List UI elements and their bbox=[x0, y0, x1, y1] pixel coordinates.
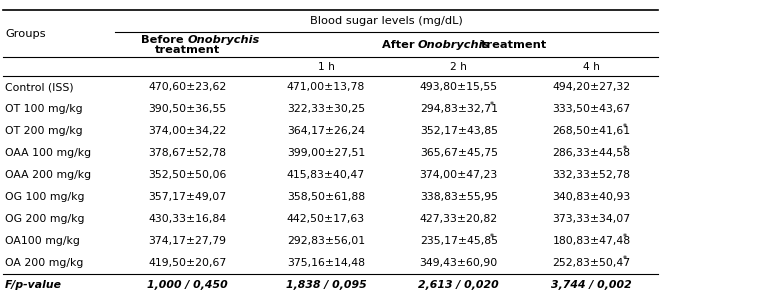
Text: 294,83±32,71: 294,83±32,71 bbox=[420, 104, 498, 114]
Text: 292,83±56,01: 292,83±56,01 bbox=[287, 236, 365, 246]
Text: *: * bbox=[623, 123, 627, 132]
Text: 2,613 / 0,020: 2,613 / 0,020 bbox=[418, 280, 499, 290]
Text: 470,60±23,62: 470,60±23,62 bbox=[149, 82, 226, 92]
Text: OAA 100 mg/kg: OAA 100 mg/kg bbox=[5, 148, 91, 158]
Text: Onobrychis: Onobrychis bbox=[418, 40, 490, 50]
Text: *: * bbox=[623, 145, 627, 154]
Text: Control (ISS): Control (ISS) bbox=[5, 82, 74, 92]
Text: F/p-value: F/p-value bbox=[5, 280, 62, 290]
Text: *: * bbox=[490, 233, 495, 242]
Text: 180,83±47,48: 180,83±47,48 bbox=[552, 236, 631, 246]
Text: 349,43±60,90: 349,43±60,90 bbox=[420, 258, 498, 268]
Text: 493,80±15,55: 493,80±15,55 bbox=[420, 82, 498, 92]
Text: 364,17±26,24: 364,17±26,24 bbox=[287, 126, 365, 136]
Text: 494,20±27,32: 494,20±27,32 bbox=[552, 82, 631, 92]
Text: 2 h: 2 h bbox=[450, 62, 467, 72]
Text: treatment: treatment bbox=[155, 45, 220, 54]
Text: 3,744 / 0,002: 3,744 / 0,002 bbox=[552, 280, 632, 290]
Text: *: * bbox=[623, 255, 627, 264]
Text: 430,33±16,84: 430,33±16,84 bbox=[149, 214, 226, 224]
Text: Groups: Groups bbox=[5, 29, 46, 39]
Text: OAA 200 mg/kg: OAA 200 mg/kg bbox=[5, 170, 91, 180]
Text: 442,50±17,63: 442,50±17,63 bbox=[287, 214, 365, 224]
Text: 471,00±13,78: 471,00±13,78 bbox=[287, 82, 365, 92]
Text: 286,33±44,58: 286,33±44,58 bbox=[552, 148, 631, 158]
Text: 399,00±27,51: 399,00±27,51 bbox=[287, 148, 365, 158]
Text: After: After bbox=[382, 40, 418, 50]
Text: OG 100 mg/kg: OG 100 mg/kg bbox=[5, 192, 85, 202]
Text: OG 200 mg/kg: OG 200 mg/kg bbox=[5, 214, 85, 224]
Text: 427,33±20,82: 427,33±20,82 bbox=[420, 214, 498, 224]
Text: 4 h: 4 h bbox=[583, 62, 600, 72]
Text: *: * bbox=[623, 233, 627, 242]
Text: 378,67±52,78: 378,67±52,78 bbox=[149, 148, 226, 158]
Text: 415,83±40,47: 415,83±40,47 bbox=[287, 170, 365, 180]
Text: 352,50±50,06: 352,50±50,06 bbox=[149, 170, 226, 180]
Text: Before: Before bbox=[141, 35, 187, 45]
Text: 374,17±27,79: 374,17±27,79 bbox=[149, 236, 226, 246]
Text: 268,50±41,61: 268,50±41,61 bbox=[552, 126, 631, 136]
Text: 374,00±34,22: 374,00±34,22 bbox=[149, 126, 226, 136]
Text: 340,83±40,93: 340,83±40,93 bbox=[552, 192, 631, 202]
Text: 1,000 / 0,450: 1,000 / 0,450 bbox=[147, 280, 228, 290]
Text: OA 200 mg/kg: OA 200 mg/kg bbox=[5, 258, 84, 268]
Text: OA100 mg/kg: OA100 mg/kg bbox=[5, 236, 80, 246]
Text: Onobrychis: Onobrychis bbox=[187, 35, 260, 45]
Text: 252,83±50,47: 252,83±50,47 bbox=[552, 258, 631, 268]
Text: 235,17±45,85: 235,17±45,85 bbox=[420, 236, 498, 246]
Text: 374,00±47,23: 374,00±47,23 bbox=[420, 170, 498, 180]
Text: 373,33±34,07: 373,33±34,07 bbox=[552, 214, 631, 224]
Text: *: * bbox=[490, 101, 495, 110]
Text: OT 200 mg/kg: OT 200 mg/kg bbox=[5, 126, 83, 136]
Text: OT 100 mg/kg: OT 100 mg/kg bbox=[5, 104, 83, 114]
Text: 358,50±61,88: 358,50±61,88 bbox=[287, 192, 365, 202]
Text: Blood sugar levels (mg/dL): Blood sugar levels (mg/dL) bbox=[310, 16, 463, 26]
Text: 1,838 / 0,095: 1,838 / 0,095 bbox=[286, 280, 367, 290]
Text: 332,33±52,78: 332,33±52,78 bbox=[552, 170, 631, 180]
Text: 357,17±49,07: 357,17±49,07 bbox=[149, 192, 226, 202]
Text: 375,16±14,48: 375,16±14,48 bbox=[287, 258, 365, 268]
Text: 419,50±20,67: 419,50±20,67 bbox=[149, 258, 226, 268]
Text: 365,67±45,75: 365,67±45,75 bbox=[420, 148, 498, 158]
Text: 322,33±30,25: 322,33±30,25 bbox=[287, 104, 365, 114]
Text: treatment: treatment bbox=[476, 40, 546, 50]
Text: 333,50±43,67: 333,50±43,67 bbox=[552, 104, 631, 114]
Text: 338,83±55,95: 338,83±55,95 bbox=[420, 192, 498, 202]
Text: 390,50±36,55: 390,50±36,55 bbox=[149, 104, 226, 114]
Text: 352,17±43,85: 352,17±43,85 bbox=[420, 126, 498, 136]
Text: 1 h: 1 h bbox=[318, 62, 335, 72]
